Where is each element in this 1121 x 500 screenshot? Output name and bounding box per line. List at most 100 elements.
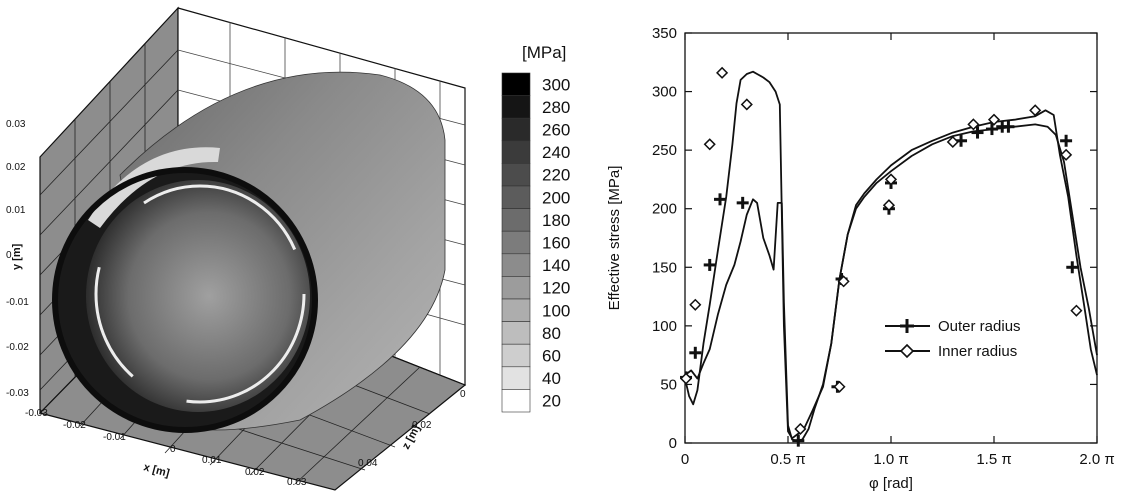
diamond-marker	[794, 422, 807, 436]
colorbar-cells	[501, 72, 531, 413]
diamond-marker	[740, 98, 753, 111]
colorbar-cell	[501, 253, 531, 277]
colorbar-label: 220	[542, 166, 570, 185]
colorbar-label: 260	[542, 121, 570, 140]
x-tick-label: 0	[681, 451, 689, 468]
diamond-marker	[882, 199, 896, 212]
diamond-marker	[1070, 304, 1083, 317]
x-tick-label: 1.5 π	[976, 451, 1011, 468]
colorbar-label: 40	[542, 369, 561, 388]
y-tick-label: 50	[660, 376, 677, 393]
colorbar-cell	[501, 95, 531, 119]
y-axis-3d-tick: 0	[6, 250, 12, 261]
x-axis-3d-tick: -0.01	[103, 432, 126, 443]
colorbar-cell	[501, 117, 531, 142]
y-tick-label: 0	[669, 435, 677, 452]
colorbar-cell	[501, 230, 531, 255]
diamond-marker	[1029, 104, 1042, 117]
colorbar-labels: 300 280 260 240 220 200 180 160 140 120 100 80 60 40 2…	[542, 75, 570, 410]
plus-marker	[689, 346, 702, 359]
plus-marker	[703, 258, 716, 271]
y-tick-label: 350	[652, 25, 677, 42]
diamond-marker	[987, 113, 1001, 126]
cylinder-front-dark-edge	[52, 167, 318, 433]
diamond-marker	[837, 275, 850, 288]
colorbar-cell	[501, 321, 531, 345]
colorbar-label: 20	[542, 392, 561, 411]
colorbar-label: 200	[542, 188, 570, 207]
x-tick-label: 2.0 π	[1079, 451, 1114, 468]
plus-marker	[714, 193, 727, 206]
colorbar-cell	[501, 366, 531, 390]
x-axis-ticks: 0 0.5 π 1.0 π 1.5 π 2.0 π	[681, 33, 1115, 468]
colorbar-cell	[501, 343, 531, 368]
stress-contour-3d-plot: 0.03 0.02 0.01 0 -0.01 -0.02 -0.03 y [m] -0.03…	[6, 6, 467, 491]
colorbar-unit: [MPa]	[522, 43, 566, 62]
diamond-marker	[967, 118, 980, 131]
plus-marker	[736, 196, 749, 209]
x-axis-3d-tick: 0.02	[245, 467, 265, 478]
diamond-marker	[946, 135, 959, 149]
colorbar: [MPa] 300 280 260 240 220 200 180 160 140 120 100 8…	[501, 43, 570, 413]
x-axis-3d-tick: -0.03	[25, 408, 48, 419]
colorbar-cell	[501, 389, 531, 413]
series-line-plus	[684, 123, 1098, 442]
x-tick-label: 0.5 π	[770, 451, 805, 468]
y-axis-3d-tick: 0.02	[6, 162, 26, 173]
y-tick-label: 200	[652, 201, 677, 218]
z-axis-3d-tick: 0.02	[412, 420, 432, 431]
y-axis-3d-tick: 0.03	[6, 119, 26, 130]
x-axis-3d-ticks: -0.03 -0.02 -0.01 0 0.01 0.02 0.03	[25, 408, 307, 488]
y-tick-label: 250	[652, 142, 677, 159]
plot-frame	[684, 32, 1098, 444]
y-axis-3d-tick: -0.02	[6, 342, 29, 353]
cylinder-ring-highlight	[94, 184, 306, 404]
y-tick-label: 300	[652, 84, 677, 101]
y-axis-3d-tick: -0.03	[6, 388, 29, 399]
y-axis-3d-tick: -0.01	[6, 297, 29, 308]
colorbar-label: 240	[542, 143, 570, 162]
colorbar-cell	[501, 72, 531, 96]
y-axis-3d-label: y [m]	[11, 243, 23, 270]
y-tick-label: 150	[652, 259, 677, 276]
cylinder-inner-wall	[86, 180, 310, 412]
z-axis-3d-ticks: 0 0.02 0.04	[358, 389, 466, 469]
colorbar-label: 300	[542, 75, 570, 94]
diamond-marker	[884, 173, 898, 186]
x-axis-title: φ [rad]	[869, 475, 913, 492]
y-axis-title: Effective stress [MPa]	[606, 166, 623, 311]
colorbar-cell	[501, 298, 531, 322]
x-axis-3d-tick: 0.01	[202, 455, 222, 466]
colorbar-label: 100	[542, 301, 570, 320]
colorbar-cell	[501, 185, 531, 209]
cylinder	[52, 71, 446, 433]
colorbar-label: 60	[542, 347, 561, 366]
colorbar-cell	[501, 208, 531, 232]
y-axis-3d-ticks: 0.03 0.02 0.01 0 -0.01 -0.02 -0.03	[6, 119, 29, 399]
plus-marker	[1066, 261, 1079, 274]
colorbar-cell	[501, 140, 531, 164]
colorbar-label: 280	[542, 98, 570, 117]
legend-plus-marker	[900, 319, 914, 333]
diamond-marker	[833, 380, 846, 393]
legend-label-outer: Outer radius	[938, 318, 1021, 335]
colorbar-label: 180	[542, 211, 570, 230]
colorbar-label: 160	[542, 234, 570, 253]
series-layer	[679, 66, 1098, 447]
diamond-marker	[716, 66, 729, 79]
plus-marker	[792, 434, 805, 447]
plus-marker	[1060, 134, 1073, 147]
colorbar-label: 80	[542, 324, 561, 343]
colorbar-cell	[501, 163, 531, 187]
diamond-marker	[689, 298, 702, 311]
y-axis-ticks: 0 50 100 150 200 250 300 350	[652, 25, 1097, 452]
x-axis-3d-tick: 0.03	[287, 477, 307, 488]
diamond-marker	[679, 372, 693, 385]
plus-marker	[971, 126, 984, 139]
x-axis-3d-tick: -0.02	[63, 420, 86, 431]
z-axis-3d-tick: 0.04	[358, 458, 378, 469]
x-axis-3d-tick: 0	[170, 444, 176, 455]
y-tick-label: 100	[652, 318, 677, 335]
series-line-diamond	[684, 70, 1098, 440]
